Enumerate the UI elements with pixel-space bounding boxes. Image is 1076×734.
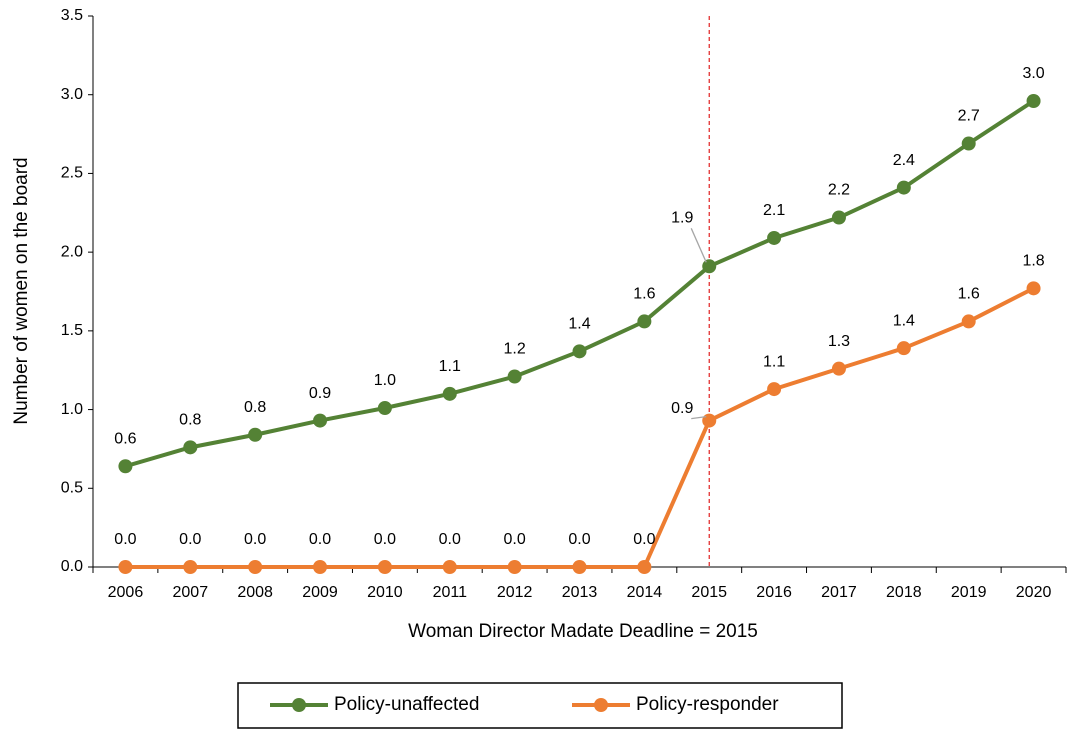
data-point [572,344,587,359]
data-point [767,230,782,245]
legend-box [237,682,843,729]
data-label: 1.9 [671,210,693,227]
data-label: 1.6 [633,286,655,303]
data-point [896,341,911,356]
data-label: 0.0 [633,531,655,548]
data-point [961,314,976,329]
x-tick-label: 2006 [108,584,144,601]
leader-line [690,228,707,263]
data-label: 1.1 [763,353,785,370]
data-label: 1.2 [504,341,526,358]
x-tick-label: 2008 [237,584,273,601]
data-label: 0.0 [309,531,331,548]
data-point [248,560,263,574]
data-label: 0.0 [568,531,590,548]
data-point [248,427,263,442]
data-label: 3.0 [1022,65,1044,82]
x-tick-label: 2017 [821,584,857,601]
data-label: 2.7 [958,108,980,125]
y-tick-label: 1.5 [61,322,83,339]
y-tick-label: 2.0 [61,243,83,260]
x-tick-label: 2010 [367,584,403,601]
legend-label: Policy-responder [636,694,779,715]
y-axis-title: Number of women on the board [11,157,32,424]
data-label: 0.0 [439,531,461,548]
data-label: 1.0 [374,372,396,389]
data-label: 0.9 [309,385,331,402]
data-point [183,560,198,574]
data-point [1026,281,1041,296]
data-label: 0.8 [179,412,201,429]
x-tick-label: 2013 [562,584,598,601]
data-point [637,314,652,329]
data-label: 0.0 [179,531,201,548]
data-point [313,560,328,574]
x-axis-title: Woman Director Madate Deadline = 2015 [408,621,758,642]
data-point [442,386,457,401]
data-point [572,560,587,574]
data-label: 0.9 [671,400,693,417]
x-tick-label: 2018 [886,584,922,601]
data-label: 0.0 [244,531,266,548]
data-point [702,259,717,274]
data-label: 0.6 [114,430,136,447]
data-point [507,369,522,384]
legend-label: Policy-unaffected [334,694,479,715]
x-tick-label: 2014 [627,584,663,601]
x-tick-label: 2012 [497,584,533,601]
data-label: 0.8 [244,399,266,416]
y-tick-label: 0.0 [61,558,83,575]
data-point [896,180,911,195]
legend-marker [292,698,306,712]
data-point [118,459,133,474]
data-label: 1.6 [958,286,980,303]
data-point [831,361,846,376]
data-point [313,413,328,428]
data-point [637,560,652,574]
data-label: 2.1 [763,202,785,219]
data-label: 1.8 [1022,253,1044,270]
y-tick-label: 3.5 [61,7,83,24]
y-tick-label: 1.0 [61,401,83,418]
data-label: 0.0 [504,531,526,548]
data-point [507,560,522,574]
x-tick-label: 2009 [302,584,338,601]
data-point [183,440,198,455]
data-label: 1.4 [568,316,590,333]
data-label: 1.1 [439,358,461,375]
data-point [118,560,133,574]
x-tick-label: 2016 [756,584,792,601]
data-point [1026,94,1041,109]
x-tick-label: 2011 [433,584,468,601]
x-tick-label: 2007 [173,584,209,601]
data-point [442,560,457,574]
data-label: 2.4 [893,152,915,169]
y-tick-label: 2.5 [61,165,83,182]
data-label: 2.2 [828,182,850,199]
legend-marker [594,698,608,712]
data-label: 0.0 [374,531,396,548]
leader-line [691,415,707,420]
data-point [702,413,717,428]
data-point [961,136,976,151]
data-point [767,382,782,397]
data-label: 1.4 [893,312,915,329]
data-label: 0.0 [114,531,136,548]
x-tick-label: 2015 [691,584,727,601]
data-point [377,560,392,574]
x-tick-label: 2019 [951,584,987,601]
x-tick-label: 2020 [1016,584,1052,601]
data-point [831,210,846,225]
data-point [377,400,392,415]
y-tick-label: 3.0 [61,86,83,103]
data-label: 1.3 [828,333,850,350]
y-tick-label: 0.5 [61,480,83,497]
